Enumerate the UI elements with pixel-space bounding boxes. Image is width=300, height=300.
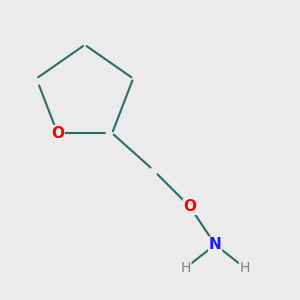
Text: O: O <box>184 199 196 214</box>
Text: N: N <box>209 237 222 252</box>
Text: H: H <box>239 261 250 275</box>
Text: H: H <box>181 261 191 275</box>
Text: O: O <box>51 126 64 141</box>
